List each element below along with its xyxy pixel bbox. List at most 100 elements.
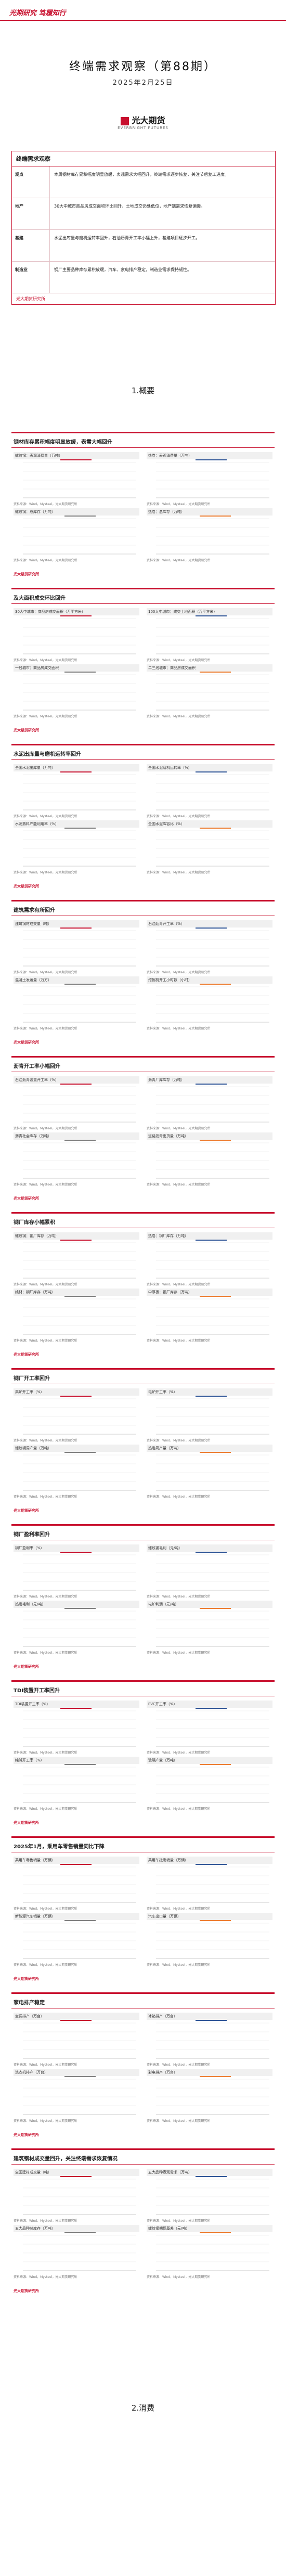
chart-source: 资料来源：Wind，Mysteel，光大期货研究所 <box>147 1963 211 1967</box>
chart-panel: 热卷：总库存（万吨） 资料来源：Wind，Mysteel，光大期货研究所 <box>147 508 272 562</box>
chart-source: 资料来源：Wind，Mysteel，光大期货研究所 <box>147 2063 211 2067</box>
chart-frame <box>156 771 269 810</box>
chart-grid: 钢厂盈利率（%） 资料来源：Wind，Mysteel，光大期货研究所 螺纹钢毛利（元… <box>11 1540 275 1655</box>
row-label: 观点 <box>12 166 50 198</box>
report-title: 终端需求观察（第88期） <box>69 60 217 73</box>
summary-box: 终端需求观察 观点 本周钢材库存累积幅度明显放缓，表观需求大幅回升，终端需求逐步恢… <box>11 151 276 305</box>
chart-panel: 一线城市：商品房成交面积 资料来源：Wind，Mysteel，光大期货研究所 <box>14 664 139 718</box>
chart-panel: 热卷：表观消费量（万吨） 资料来源：Wind，Mysteel，光大期货研究所 <box>147 452 272 506</box>
chart-panel: 热卷：钢厂库存（万吨） 资料来源：Wind，Mysteel，光大期货研究所 <box>147 1232 272 1286</box>
chart-frame <box>156 2076 269 2115</box>
decor <box>200 2232 231 2233</box>
chart-panel: 螺纹钢：表观消费量（万吨） 资料来源：Wind，Mysteel，光大期货研究所 <box>14 452 139 506</box>
chart-frame <box>156 1708 269 1747</box>
decor <box>64 2076 96 2077</box>
chart-frame <box>156 1140 269 1179</box>
chart-frame <box>156 828 269 867</box>
chart-panel: 洗衣机排产（万台） 资料来源：Wind，Mysteel，光大期货研究所 <box>14 2069 139 2123</box>
chart-title: 一线城市：商品房成交面积 <box>14 664 139 672</box>
chart-grid: 螺纹钢：钢厂库存（万吨） 资料来源：Wind，Mysteel，光大期货研究所 热卷：… <box>11 1228 275 1343</box>
chart-source: 资料来源：Wind，Mysteel，光大期货研究所 <box>14 871 77 874</box>
chart-source: 资料来源：Wind，Mysteel，光大期货研究所 <box>14 1439 77 1442</box>
decor <box>60 1084 92 1085</box>
chart-title: 乘用车零售销量（万辆） <box>14 1857 139 1864</box>
chart-panel: 螺纹钢：钢厂库存（万吨） 资料来源：Wind，Mysteel，光大期货研究所 <box>14 1232 139 1286</box>
chart-panel: 电炉开工率（%） 资料来源：Wind，Mysteel，光大期货研究所 <box>147 1388 272 1442</box>
decor <box>60 2020 92 2021</box>
chart-title: 30大中城市：商品房成交面积（万平方米） <box>14 608 139 615</box>
chart-frame <box>23 771 136 810</box>
chart-title: 热卷周产量（万吨） <box>147 1445 272 1452</box>
row-text: 钢厂主要品种库存累积放缓，汽车、家电排产稳定，制造业需求保持韧性。 <box>54 267 191 272</box>
chart-title: 水泥熟料产能利用率（%） <box>14 820 139 828</box>
decor <box>196 1864 227 1865</box>
chart-title: 彩电排产（万台） <box>147 2069 272 2076</box>
chart-frame <box>23 2176 136 2215</box>
chart-panel: 钢厂盈利率（%） 资料来源：Wind，Mysteel，光大期货研究所 <box>14 1544 139 1599</box>
chart-title: 二三线城市：商品房成交面积 <box>147 664 272 672</box>
chart-panel: 玻璃产量（万吨） 资料来源：Wind，Mysteel，光大期货研究所 <box>147 1757 272 1811</box>
chart-panel: 五大品种总库存（万吨） 资料来源：Wind，Mysteel，光大期货研究所 <box>14 2225 139 2279</box>
chart-frame <box>23 1396 136 1435</box>
chart-source: 资料来源：Wind，Mysteel，光大期货研究所 <box>147 503 211 506</box>
chart-title: 螺纹钢期现基差（元/吨） <box>147 2225 272 2232</box>
chart-panel: 30大中城市：商品房成交面积（万平方米） 资料来源：Wind，Mysteel，光大… <box>14 608 139 662</box>
decor <box>60 2176 92 2177</box>
chart-title: 汽车出口量（万辆） <box>147 1913 272 1920</box>
chart-frame <box>23 615 136 654</box>
slide: 2025年1月，乘用车零售销量同比下降 乘用车零售销量（万辆） 资料来源：Wind，… <box>11 1836 275 1983</box>
chart-frame <box>23 672 136 711</box>
chart-frame <box>23 1608 136 1647</box>
chart-source: 资料来源：Wind，Mysteel，光大期货研究所 <box>147 1127 211 1130</box>
chart-source: 资料来源：Wind，Mysteel，光大期货研究所 <box>14 1495 77 1499</box>
chart-grid: 全国建材成交量（吨） 资料来源：Wind，Mysteel，光大期货研究所 五大品种表… <box>11 2165 275 2279</box>
chart-frame <box>23 2020 136 2059</box>
chart-title: 100大中城市：成交土地面积（万平方米） <box>147 608 272 615</box>
slide: 水泥出库量与磨机运转率回升 全国水泥出库量（万吨） 资料来源：Wind，Mystee… <box>11 744 275 891</box>
chart-grid: 全国水泥出库量（万吨） 资料来源：Wind，Mysteel，光大期货研究所 全国水泥… <box>11 760 275 874</box>
chart-title: 螺纹钢：表观消费量（万吨） <box>14 452 139 459</box>
chart-source: 资料来源：Wind，Mysteel，光大期货研究所 <box>147 2275 211 2279</box>
chart-title: 螺纹钢毛利（元/吨） <box>147 1544 272 1552</box>
chart-title: 五大品种表观需求（万吨） <box>147 2169 272 2176</box>
decor <box>200 1140 231 1141</box>
chart-grid: 30大中城市：商品房成交面积（万平方米） 资料来源：Wind，Mysteel，光大… <box>11 604 275 718</box>
chart-source: 资料来源：Wind，Mysteel，光大期货研究所 <box>14 559 77 562</box>
decor <box>196 1240 227 1241</box>
chart-frame <box>23 1296 136 1335</box>
chart-panel: 挖掘机开工小时数（小时） 资料来源：Wind，Mysteel，光大期货研究所 <box>147 976 272 1031</box>
slide-footer: 光大期货研究所 <box>14 572 39 576</box>
slide-footer: 光大期货研究所 <box>14 1821 39 1825</box>
chart-panel: 全国水泥磨机运转率（%） 资料来源：Wind，Mysteel，光大期货研究所 <box>147 764 272 818</box>
row-text: 本周钢材库存累积幅度明显放缓，表观需求大幅回升，终端需求逐步恢复，关注节后复工进… <box>54 172 229 177</box>
decor <box>60 928 92 929</box>
chart-title: 螺纹钢周产量（万吨） <box>14 1445 139 1452</box>
chart-source: 资料来源：Wind，Mysteel，光大期货研究所 <box>147 2119 211 2123</box>
chart-frame <box>23 1764 136 1803</box>
chart-source: 资料来源：Wind，Mysteel，光大期货研究所 <box>14 1127 77 1130</box>
decor <box>196 615 227 616</box>
chart-source: 资料来源：Wind，Mysteel，光大期货研究所 <box>14 659 77 662</box>
chart-frame <box>156 1452 269 1491</box>
chart-source: 资料来源：Wind，Mysteel，光大期货研究所 <box>147 715 211 718</box>
chart-grid: 螺纹钢：表观消费量（万吨） 资料来源：Wind，Mysteel，光大期货研究所 热卷… <box>11 448 275 562</box>
chart-title: 螺纹钢：总库存（万吨） <box>14 508 139 516</box>
decor <box>200 1608 231 1609</box>
slide-footer: 光大期货研究所 <box>14 2133 39 2137</box>
decor <box>64 1764 96 1765</box>
chart-panel: 新能源汽车销量（万辆） 资料来源：Wind，Mysteel，光大期货研究所 <box>14 1913 139 1967</box>
chart-title: 混凝土发运量（万方） <box>14 976 139 984</box>
decor <box>196 1552 227 1553</box>
decor <box>64 1140 96 1141</box>
report-date: 2025年2月25日 <box>112 79 174 87</box>
chart-title: 空调排产（万台） <box>14 2013 139 2020</box>
chart-title: 电炉利润（元/吨） <box>147 1601 272 1608</box>
logo: 光大期货 EVERBRIGHT FUTURES <box>109 113 177 130</box>
decor <box>64 1608 96 1609</box>
chart-title: 沥青厂库库存（万吨） <box>147 1076 272 1084</box>
chart-source: 资料来源：Wind，Mysteel，光大期货研究所 <box>14 1283 77 1286</box>
chart-frame <box>156 615 269 654</box>
chart-title: 挖掘机开工小时数（小时） <box>147 976 272 984</box>
slide-heading: 钢厂库存小幅累积 <box>11 1214 275 1228</box>
